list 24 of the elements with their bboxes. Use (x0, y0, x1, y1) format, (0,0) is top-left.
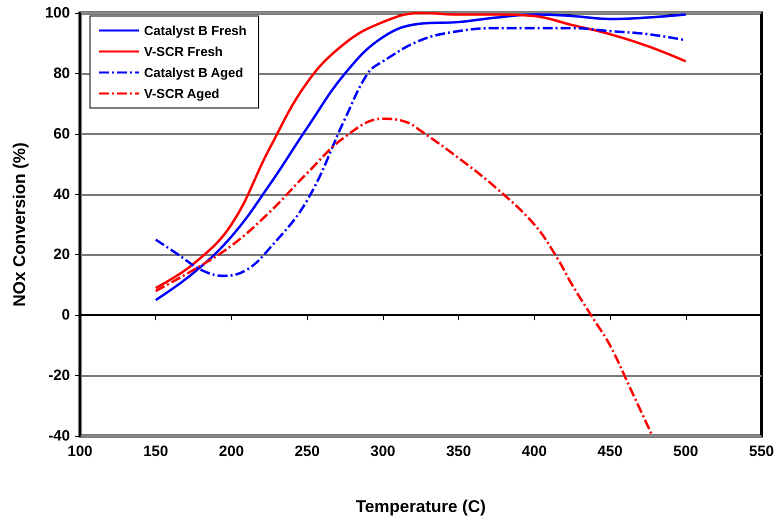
x-tick-label: 250 (294, 443, 320, 460)
legend-label: V-SCR Aged (144, 86, 220, 101)
x-axis-title: Temperature (C) (356, 497, 486, 516)
y-tick-label: 60 (53, 125, 70, 142)
x-tick-label: 150 (143, 443, 168, 460)
y-tick-label: 20 (53, 246, 70, 264)
y-tick-label: -40 (48, 428, 70, 444)
y-tick-label: -20 (48, 367, 70, 384)
x-tick-label: 300 (370, 443, 396, 460)
x-tick-label: 350 (446, 443, 472, 460)
legend-label: Catalyst B Fresh (144, 23, 247, 38)
x-tick-label: 450 (598, 443, 623, 460)
x-tick-label: 100 (67, 443, 93, 460)
y-axis-title: NOx Conversion (%) (10, 142, 29, 307)
y-tick-label: 100 (44, 4, 70, 22)
legend-label: Catalyst B Aged (144, 65, 244, 80)
legend-label: V-SCR Fresh (144, 44, 223, 59)
y-tick-label: 40 (53, 186, 70, 203)
x-tick-label: 400 (522, 443, 547, 460)
y-tick-label: 0 (62, 306, 70, 324)
x-tick-label: 550 (748, 443, 774, 460)
x-tick-label: 200 (218, 443, 244, 460)
y-tick-label: 80 (53, 64, 70, 82)
x-tick-label: 500 (673, 443, 698, 460)
